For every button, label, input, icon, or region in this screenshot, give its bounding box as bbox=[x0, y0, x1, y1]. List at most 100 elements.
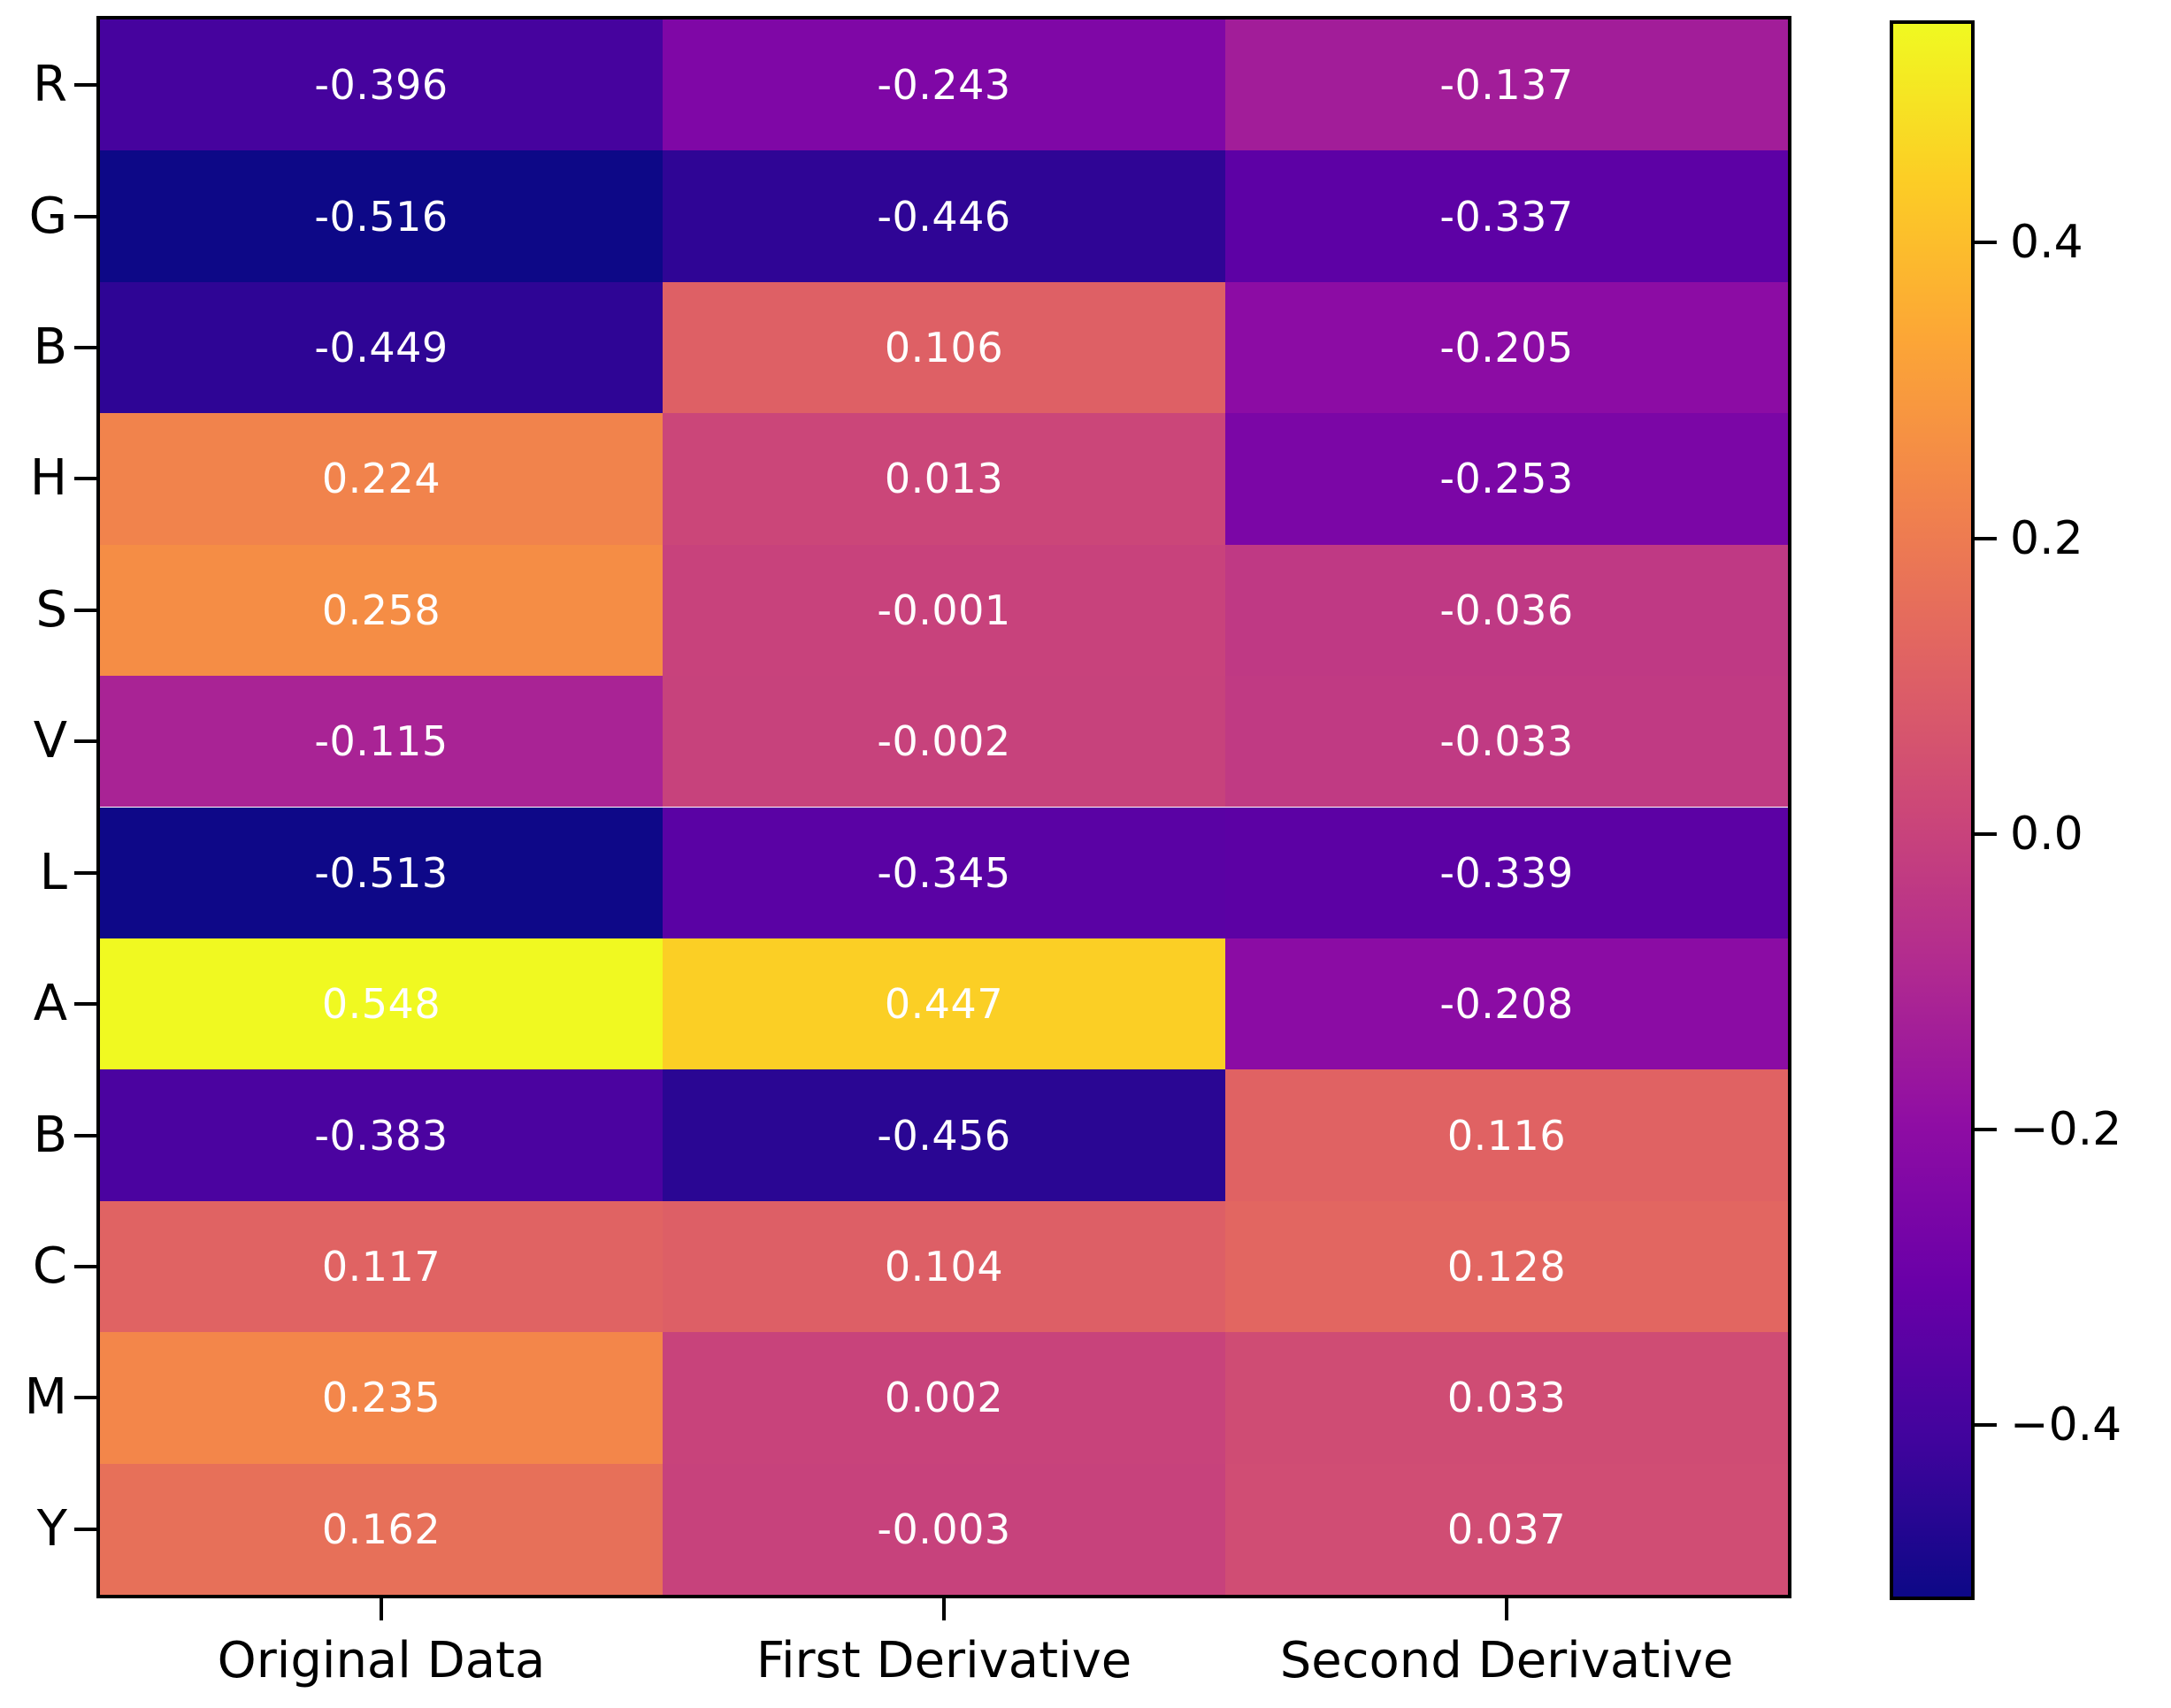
cell-value-label: 0.548 bbox=[321, 980, 441, 1029]
cell-value-label: -0.513 bbox=[314, 848, 449, 897]
heatmap-cell-G-0: -0.516 bbox=[100, 150, 663, 282]
y-tick-mark bbox=[74, 1002, 96, 1007]
cell-value-label: -0.339 bbox=[1439, 848, 1574, 897]
heatmap-cell-L-0: -0.513 bbox=[100, 807, 663, 938]
cell-value-label: 0.128 bbox=[1446, 1242, 1567, 1291]
colorbar-tick-mark bbox=[1975, 831, 1997, 836]
y-tick-label-5: V bbox=[33, 712, 67, 770]
y-tick-mark bbox=[74, 477, 96, 481]
y-tick-label-11: Y bbox=[36, 1499, 67, 1558]
cell-value-label: 0.117 bbox=[321, 1242, 441, 1291]
heatmap-cell-B-2: 0.116 bbox=[1225, 1069, 1788, 1201]
heatmap-cell-B-0: -0.449 bbox=[100, 281, 663, 414]
heatmap-cell-A-1: 0.447 bbox=[663, 938, 1225, 1070]
cell-value-label: -0.449 bbox=[314, 324, 449, 372]
heatmap-cell-B-2: -0.205 bbox=[1225, 281, 1788, 414]
y-tick-label-8: B bbox=[33, 1106, 67, 1164]
heatmap-cell-V-2: -0.033 bbox=[1225, 676, 1788, 808]
x-tick-mark bbox=[380, 1598, 383, 1620]
heatmap-cell-H-1: 0.013 bbox=[663, 413, 1225, 545]
heatmap-cell-A-2: -0.208 bbox=[1225, 938, 1788, 1070]
y-tick-label-2: B bbox=[33, 318, 67, 377]
cell-value-label: -0.383 bbox=[314, 1111, 449, 1160]
cell-value-label: 0.002 bbox=[884, 1374, 1004, 1422]
colorbar-tick-mark bbox=[1975, 1127, 1997, 1131]
cell-value-label: 0.106 bbox=[884, 324, 1004, 372]
cell-value-label: -0.396 bbox=[314, 61, 449, 110]
colorbar-tick-label-4: −0.4 bbox=[2010, 1398, 2122, 1452]
y-tick-mark bbox=[74, 1133, 96, 1137]
heatmap-cell-Y-2: 0.037 bbox=[1225, 1463, 1788, 1595]
heatmap-cell-M-1: 0.002 bbox=[663, 1332, 1225, 1464]
heatmap-cell-B-1: -0.456 bbox=[663, 1069, 1225, 1201]
y-tick-label-4: S bbox=[35, 580, 67, 639]
x-tick-mark bbox=[1505, 1598, 1508, 1620]
heatmap-cell-V-0: -0.115 bbox=[100, 676, 663, 808]
y-tick-label-9: C bbox=[32, 1237, 67, 1295]
cell-value-label: -0.001 bbox=[877, 586, 1011, 634]
cell-value-label: -0.115 bbox=[314, 717, 449, 766]
cell-value-label: -0.456 bbox=[877, 1111, 1011, 1160]
heatmap-cell-G-2: -0.337 bbox=[1225, 150, 1788, 282]
heatmap-cell-C-0: 0.117 bbox=[100, 1200, 663, 1333]
cell-value-label: -0.003 bbox=[877, 1505, 1011, 1553]
cell-value-label: -0.446 bbox=[877, 192, 1011, 241]
heatmap-plot-area: -0.396 -0.243 -0.137 -0.516 -0.446 -0.337 -0.4… bbox=[96, 16, 1791, 1598]
x-tick-label-1: First Derivative bbox=[756, 1632, 1132, 1689]
colorbar bbox=[1890, 20, 1975, 1600]
heatmap-cell-M-2: 0.033 bbox=[1225, 1332, 1788, 1464]
heatmap-cell-R-0: -0.396 bbox=[100, 19, 663, 151]
heatmap-cell-A-0: 0.548 bbox=[100, 938, 663, 1070]
heatmap-cell-S-0: 0.258 bbox=[100, 544, 663, 677]
y-tick-mark bbox=[74, 1264, 96, 1268]
heatmap-cell-V-1: -0.002 bbox=[663, 676, 1225, 808]
x-tick-label-2: Second Derivative bbox=[1279, 1632, 1734, 1689]
heatmap-cell-R-1: -0.243 bbox=[663, 19, 1225, 151]
cell-value-label: 0.033 bbox=[1446, 1374, 1567, 1422]
x-tick-label-0: Original Data bbox=[217, 1632, 546, 1689]
y-tick-label-7: A bbox=[33, 975, 67, 1033]
heatmap-cell-G-1: -0.446 bbox=[663, 150, 1225, 282]
y-tick-label-6: L bbox=[39, 843, 67, 901]
cell-value-label: -0.036 bbox=[1439, 586, 1574, 634]
heatmap-cell-H-2: -0.253 bbox=[1225, 413, 1788, 545]
cell-value-label: -0.208 bbox=[1439, 980, 1574, 1029]
cell-value-label: -0.337 bbox=[1439, 192, 1574, 241]
colorbar-tick-mark bbox=[1975, 241, 1997, 245]
y-tick-mark bbox=[74, 1396, 96, 1400]
colorbar-tick-label-1: 0.2 bbox=[2010, 511, 2083, 565]
heatmap-cell-B-1: 0.106 bbox=[663, 281, 1225, 414]
cell-value-label: 0.258 bbox=[321, 586, 441, 634]
y-tick-mark bbox=[74, 83, 96, 88]
cell-value-label: 0.013 bbox=[884, 455, 1004, 503]
y-tick-label-10: M bbox=[24, 1368, 67, 1427]
heatmap-cell-M-0: 0.235 bbox=[100, 1332, 663, 1464]
y-tick-mark bbox=[74, 214, 96, 218]
y-tick-label-3: H bbox=[29, 449, 67, 508]
heatmap-cell-C-2: 0.128 bbox=[1225, 1200, 1788, 1333]
cell-value-label: -0.033 bbox=[1439, 717, 1574, 766]
cell-value-label: 0.162 bbox=[321, 1505, 441, 1553]
y-tick-mark bbox=[74, 739, 96, 744]
cell-value-label: -0.345 bbox=[877, 848, 1011, 897]
cell-value-label: 0.235 bbox=[321, 1374, 441, 1422]
cell-value-label: 0.037 bbox=[1446, 1505, 1567, 1553]
heatmap-cell-L-1: -0.345 bbox=[663, 807, 1225, 938]
heatmap-cell-S-2: -0.036 bbox=[1225, 544, 1788, 677]
cell-value-label: -0.002 bbox=[877, 717, 1011, 766]
colorbar-tick-label-0: 0.4 bbox=[2010, 216, 2083, 270]
heatmap-cell-C-1: 0.104 bbox=[663, 1200, 1225, 1333]
heatmap-cell-S-1: -0.001 bbox=[663, 544, 1225, 677]
y-tick-mark bbox=[74, 1527, 96, 1531]
y-tick-mark bbox=[74, 870, 96, 875]
cell-value-label: 0.224 bbox=[321, 455, 441, 503]
heatmap-cell-B-0: -0.383 bbox=[100, 1069, 663, 1201]
y-tick-mark bbox=[74, 346, 96, 350]
colorbar-tick-label-3: −0.2 bbox=[2010, 1102, 2122, 1156]
y-tick-label-1: G bbox=[28, 187, 67, 245]
cell-value-label: -0.253 bbox=[1439, 455, 1574, 503]
heatmap-cell-H-0: 0.224 bbox=[100, 413, 663, 545]
heatmap-cell-Y-1: -0.003 bbox=[663, 1463, 1225, 1595]
cell-value-label: 0.116 bbox=[1446, 1111, 1567, 1160]
